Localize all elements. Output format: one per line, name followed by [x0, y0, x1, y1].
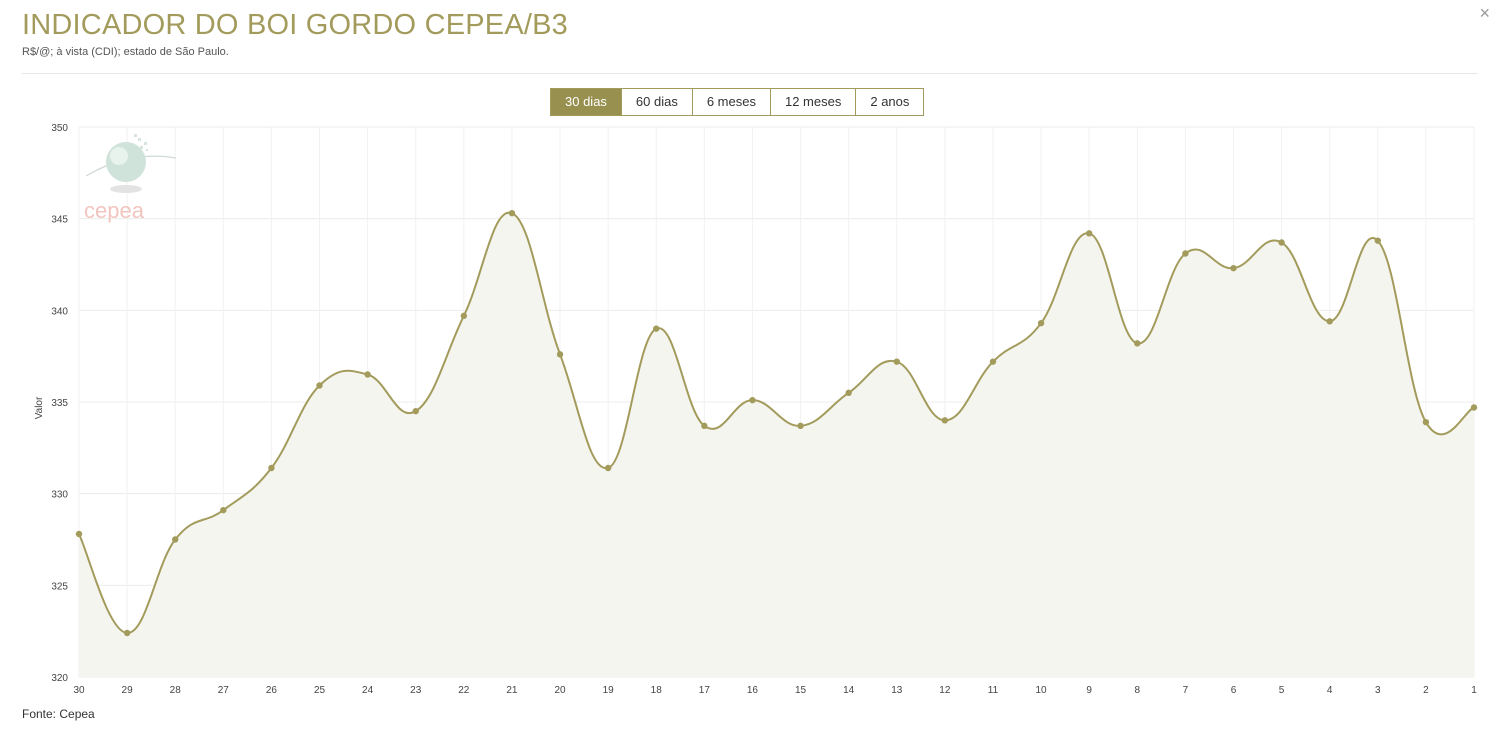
x-tick-label: 20	[554, 685, 566, 696]
x-tick-label: 17	[699, 685, 711, 696]
data-point[interactable]	[845, 389, 852, 397]
y-tick-label: 320	[51, 673, 68, 684]
data-point[interactable]	[172, 536, 179, 543]
data-point[interactable]	[653, 325, 660, 332]
data-point[interactable]	[460, 312, 468, 320]
x-tick-label: 21	[506, 685, 518, 696]
x-tick-label: 4	[1327, 685, 1333, 696]
logo-globe-highlight	[110, 147, 128, 165]
x-tick-label: 12	[939, 685, 951, 696]
y-axis-label: Valor	[34, 396, 45, 419]
data-point[interactable]	[1422, 418, 1430, 426]
x-tick-label: 15	[795, 685, 807, 696]
x-tick-label: 30	[73, 685, 85, 696]
x-tick-label: 10	[1036, 685, 1048, 696]
x-tick-label: 2	[1423, 685, 1429, 696]
x-axis-ticks: 30 29 28 27 26 25 24 23 22 21 20 19 18 17 16 15 14 13 12 11…	[73, 685, 1477, 696]
data-point[interactable]	[1037, 319, 1045, 327]
x-tick-label: 19	[603, 685, 615, 696]
data-point[interactable]	[508, 209, 516, 217]
y-tick-label: 340	[51, 306, 68, 317]
data-point[interactable]	[989, 358, 997, 365]
x-tick-label: 8	[1134, 685, 1140, 696]
x-tick-label: 24	[362, 685, 374, 696]
data-point[interactable]	[701, 422, 708, 430]
period-tabs: 30 dias 60 dias 6 meses 12 meses 2 anos	[550, 88, 925, 116]
data-point[interactable]	[1230, 264, 1237, 272]
data-point[interactable]	[75, 530, 83, 538]
tab-60-dias[interactable]: 60 dias	[620, 89, 692, 115]
logo-text: cepea	[84, 198, 145, 223]
x-tick-label: 1	[1471, 685, 1477, 696]
x-tick-label: 27	[218, 685, 230, 696]
x-tick-label: 18	[651, 685, 663, 696]
x-tick-label: 23	[410, 685, 422, 696]
data-point[interactable]	[1182, 250, 1189, 257]
x-tick-label: 3	[1375, 685, 1381, 696]
data-point[interactable]	[1470, 404, 1478, 411]
data-point[interactable]	[604, 464, 612, 472]
y-tick-label: 325	[51, 581, 68, 592]
logo-pixel	[134, 134, 137, 137]
x-tick-label: 28	[170, 685, 182, 696]
y-tick-label: 330	[51, 490, 68, 501]
logo-pixel	[144, 142, 147, 145]
data-point[interactable]	[941, 417, 949, 424]
x-tick-label: 22	[458, 685, 470, 696]
data-point[interactable]	[1134, 340, 1141, 347]
logo-pixel	[140, 146, 143, 149]
data-point[interactable]	[893, 358, 900, 365]
x-tick-label: 14	[843, 685, 855, 696]
y-tick-label: 350	[51, 123, 68, 134]
cepea-logo: cepea	[84, 134, 177, 223]
x-tick-label: 6	[1231, 685, 1237, 696]
data-point[interactable]	[364, 371, 371, 378]
x-tick-label: 7	[1183, 685, 1189, 696]
source-note: Fonte: Cepea	[22, 707, 95, 721]
x-tick-label: 16	[747, 685, 759, 696]
x-tick-label: 26	[266, 685, 278, 696]
data-point[interactable]	[1085, 230, 1093, 237]
tab-2-anos[interactable]: 2 anos	[855, 89, 924, 115]
x-tick-label: 11	[988, 685, 999, 696]
data-point[interactable]	[749, 396, 756, 404]
data-point[interactable]	[268, 464, 275, 472]
data-point[interactable]	[1326, 318, 1333, 325]
data-point[interactable]	[220, 506, 227, 514]
data-point[interactable]	[316, 382, 323, 389]
tab-6-meses[interactable]: 6 meses	[691, 89, 770, 115]
x-tick-label: 9	[1086, 685, 1092, 696]
data-point[interactable]	[556, 351, 564, 358]
data-point[interactable]	[797, 422, 804, 430]
data-point[interactable]	[123, 629, 131, 637]
data-point[interactable]	[1374, 237, 1381, 244]
y-axis-ticks: 320 325 330 335 340 345 350	[51, 123, 68, 684]
logo-pixel	[138, 138, 141, 141]
series-area	[79, 212, 1474, 677]
data-point[interactable]	[1278, 239, 1285, 246]
x-tick-label: 29	[122, 685, 134, 696]
tab-30-dias[interactable]: 30 dias	[551, 89, 621, 115]
logo-pixel	[146, 149, 148, 151]
y-tick-label: 335	[51, 398, 68, 409]
logo-shadow	[110, 185, 142, 193]
chart-subtitle: R$/@; à vista (CDI); estado de São Paulo…	[22, 46, 229, 58]
x-tick-label: 5	[1279, 685, 1285, 696]
series-points	[75, 209, 1478, 637]
y-tick-label: 345	[51, 215, 68, 226]
close-icon[interactable]: ×	[1479, 3, 1490, 23]
data-point[interactable]	[412, 407, 419, 415]
x-tick-label: 25	[314, 685, 326, 696]
tab-12-meses[interactable]: 12 meses	[769, 89, 856, 115]
chart-title: INDICADOR DO BOI GORDO CEPEA/B3	[22, 9, 569, 41]
header-divider	[22, 73, 1478, 74]
x-tick-label: 13	[891, 685, 903, 696]
